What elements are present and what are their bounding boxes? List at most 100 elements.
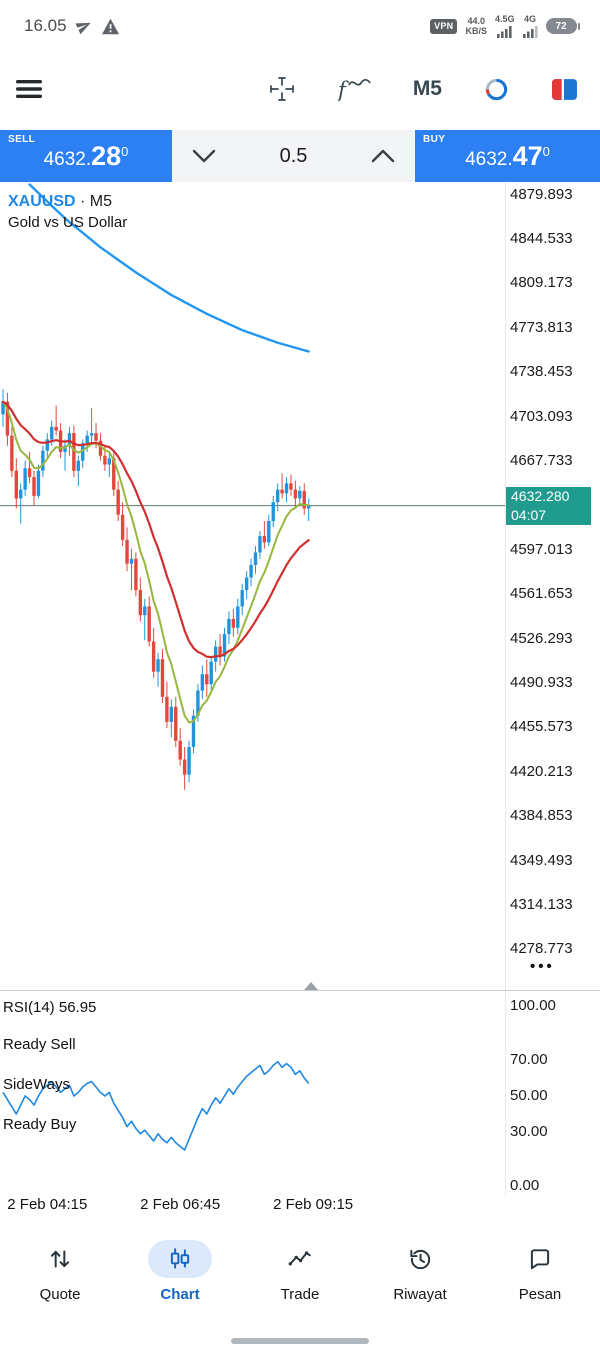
indicators-button[interactable]: f <box>338 76 371 102</box>
price-axis-label: 4490.933 <box>510 674 573 692</box>
chart-timeframe: M5 <box>89 193 113 210</box>
sim1-signal: 4.5G <box>494 14 515 38</box>
trade-panel: SELL 4632.280 0.5 BUY 4632.470 <box>0 130 600 182</box>
price-axis-label: 4349.493 <box>510 851 573 869</box>
nav-label-quote: Quote <box>39 1286 81 1303</box>
symbol-description: Gold vs US Dollar <box>8 214 128 231</box>
toolbar-actions: f M5 <box>268 75 578 103</box>
send-arrow-icon <box>74 22 91 35</box>
sim1-network-label: 4.5G <box>494 14 515 25</box>
axis-divider-line <box>505 182 506 1195</box>
status-left: 16.05 <box>24 16 120 36</box>
price-axis-label: 4597.013 <box>510 540 573 558</box>
home-indicator[interactable] <box>231 1338 369 1344</box>
trade-icon-wrap <box>268 1240 332 1278</box>
pane-divider[interactable] <box>0 990 600 991</box>
sell-price: 4632.280 <box>43 140 129 171</box>
trend-line-icon <box>288 1251 311 1266</box>
vpn-badge: VPN <box>430 18 458 34</box>
crosshair-button[interactable] <box>268 75 296 103</box>
volume-increase-button[interactable] <box>369 147 397 165</box>
price-axis[interactable]: 4879.893 4844.533 4809.173 4773.813 4738.453… <box>505 182 600 990</box>
menu-button[interactable] <box>14 76 44 102</box>
sim2-network-label: 4G <box>523 14 536 25</box>
nav-label-trade: Trade <box>280 1286 320 1303</box>
chat-bubble-icon <box>530 1249 550 1270</box>
price-axis-label: 4667.733 <box>510 452 573 470</box>
messages-icon-wrap <box>508 1240 572 1278</box>
chart-windows-button[interactable] <box>551 78 578 101</box>
time-axis[interactable]: 2 Feb 04:15 2 Feb 06:45 2 Feb 09:15 <box>0 1196 560 1218</box>
chart-toolbar: f M5 <box>0 50 600 128</box>
price-axis-label: 4420.213 <box>510 762 573 780</box>
time-axis-label: 2 Feb 06:45 <box>140 1196 221 1213</box>
nav-item-trade[interactable]: Trade <box>240 1226 360 1326</box>
timeframe-button[interactable]: M5 <box>412 77 442 100</box>
rsi-signal-sideways: SideWays <box>3 1076 70 1093</box>
chart-icon-wrap <box>148 1240 212 1278</box>
price-axis-label: 4561.653 <box>510 585 573 603</box>
symbol-name: XAUUSD <box>8 193 76 210</box>
price-axis-label: 4455.573 <box>510 718 573 736</box>
price-axis-label: 4278.773 <box>510 940 573 958</box>
status-right: VPN 44.0 KB/S 4.5G 4G 72 <box>430 14 580 38</box>
price-axis-label: 4526.293 <box>510 629 573 647</box>
chevron-up-icon <box>371 149 395 163</box>
rsi-indicator-chart[interactable] <box>0 991 505 1195</box>
candlestick-chart[interactable] <box>0 182 505 990</box>
quotes-arrows-icon <box>50 1250 70 1268</box>
chart-symbol-title: XAUUSD · M5 <box>8 193 112 211</box>
crosshair-icon <box>269 77 294 101</box>
net-speed-value: 44.0 <box>467 15 485 26</box>
time-axis-label: 2 Feb 04:15 <box>7 1196 88 1213</box>
nav-label-messages: Pesan <box>518 1286 562 1303</box>
signal-bars-icon <box>497 25 512 38</box>
clock: 16.05 <box>24 16 67 35</box>
pie-chart-icon <box>485 78 508 100</box>
rsi-axis-label: 100.00 <box>510 997 556 1014</box>
history-icon-wrap <box>388 1240 452 1278</box>
net-speed-unit: KB/S <box>465 26 487 36</box>
rsi-axis-label: 70.00 <box>510 1051 548 1068</box>
price-axis-label: 4384.853 <box>510 807 573 825</box>
objects-button[interactable] <box>484 77 509 102</box>
nav-label-chart: Chart <box>160 1286 200 1303</box>
axis-more-dots[interactable]: ••• <box>530 958 555 975</box>
volume-value[interactable]: 0.5 <box>279 144 308 167</box>
buy-label: BUY <box>423 134 446 145</box>
volume-selector: 0.5 <box>172 130 415 182</box>
hamburger-icon <box>16 80 42 98</box>
nav-item-messages[interactable]: Pesan <box>480 1226 600 1326</box>
candlestick-icon <box>170 1248 190 1269</box>
current-price-time: 04:07 <box>511 506 547 523</box>
indicators-icon: f <box>338 78 371 102</box>
nav-item-chart[interactable]: Chart <box>120 1226 240 1326</box>
price-axis-label: 4879.893 <box>510 185 573 203</box>
quote-icon-wrap <box>28 1240 92 1278</box>
rsi-axis-label: 0.00 <box>510 1177 540 1194</box>
rsi-signal-ready-buy: Ready Buy <box>3 1116 77 1133</box>
volume-decrease-button[interactable] <box>190 147 218 165</box>
sell-label: SELL <box>8 134 36 145</box>
rsi-axis[interactable]: 100.00 70.00 50.00 30.00 0.00 <box>505 991 600 1195</box>
price-axis-label: 4703.093 <box>510 407 573 425</box>
rsi-title: RSI(14) 56.95 <box>3 999 97 1016</box>
history-clock-icon <box>409 1249 431 1270</box>
network-speed: 44.0 KB/S <box>465 16 487 37</box>
sell-button[interactable]: SELL 4632.280 <box>0 130 172 182</box>
price-axis-label: 4844.533 <box>510 230 573 248</box>
battery-indicator: 72 <box>545 18 580 34</box>
buy-button[interactable]: BUY 4632.470 <box>415 130 600 182</box>
pane-resize-handle-icon[interactable] <box>304 982 318 990</box>
nav-item-history[interactable]: Riwayat <box>360 1226 480 1326</box>
current-price-badge: 4632.280 04:07 <box>505 486 591 525</box>
signal-bars-icon <box>522 25 538 38</box>
battery-nub <box>578 22 580 30</box>
current-price-value: 4632.280 <box>511 488 570 505</box>
price-axis-label: 4738.453 <box>510 363 573 381</box>
nav-item-quote[interactable]: Quote <box>0 1226 120 1326</box>
time-axis-label: 2 Feb 09:15 <box>273 1196 354 1213</box>
price-axis-label: 4773.813 <box>510 318 573 336</box>
split-window-icon <box>552 78 577 100</box>
